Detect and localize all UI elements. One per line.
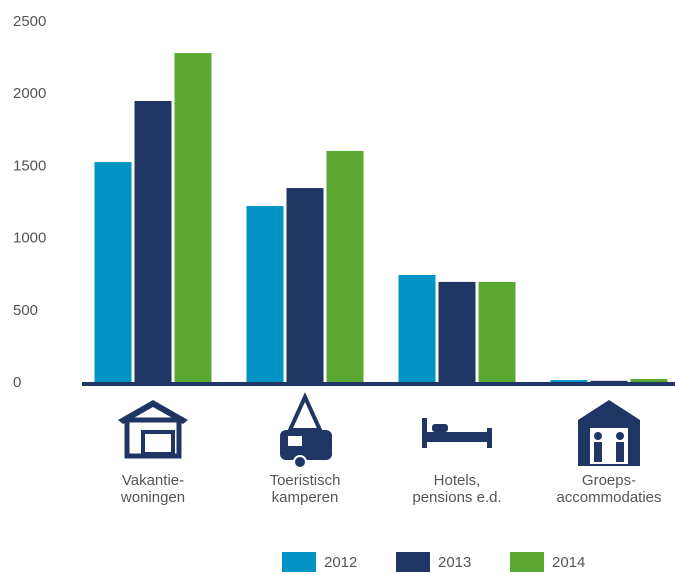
bar — [174, 53, 212, 384]
y-tick-label: 500 — [13, 302, 38, 319]
legend-swatch — [282, 552, 316, 572]
bar — [246, 205, 284, 383]
bar — [286, 188, 324, 383]
legend-swatch — [396, 552, 430, 572]
legend-label: 2012 — [324, 554, 357, 571]
icon-group — [578, 400, 640, 466]
bar — [398, 274, 436, 383]
legend-swatch — [510, 552, 544, 572]
bar — [630, 378, 668, 383]
y-tick-label: 2500 — [13, 13, 46, 30]
bar — [550, 380, 588, 383]
y-tick-label: 2000 — [13, 85, 46, 102]
bar — [326, 150, 364, 383]
y-tick-label: 1000 — [13, 230, 46, 247]
legend-label: 2014 — [552, 554, 585, 571]
x-tick-label: Vakantie-woningen — [120, 472, 185, 506]
bar — [478, 281, 516, 383]
icon-bed — [422, 418, 492, 448]
x-tick-label: Groeps-accommodaties — [556, 472, 661, 506]
icon-house — [118, 400, 188, 459]
y-tick-label: 0 — [13, 374, 21, 391]
legend-label: 2013 — [438, 554, 471, 571]
bar — [134, 100, 172, 383]
bar — [94, 162, 132, 383]
bar — [438, 281, 476, 383]
bar — [590, 380, 628, 383]
icon-camping — [280, 392, 332, 469]
x-tick-label: Toeristisch kamperen — [270, 472, 341, 506]
y-tick-label: 1500 — [13, 157, 46, 174]
x-tick-label: Hotels, pensions e.d. — [412, 472, 501, 506]
